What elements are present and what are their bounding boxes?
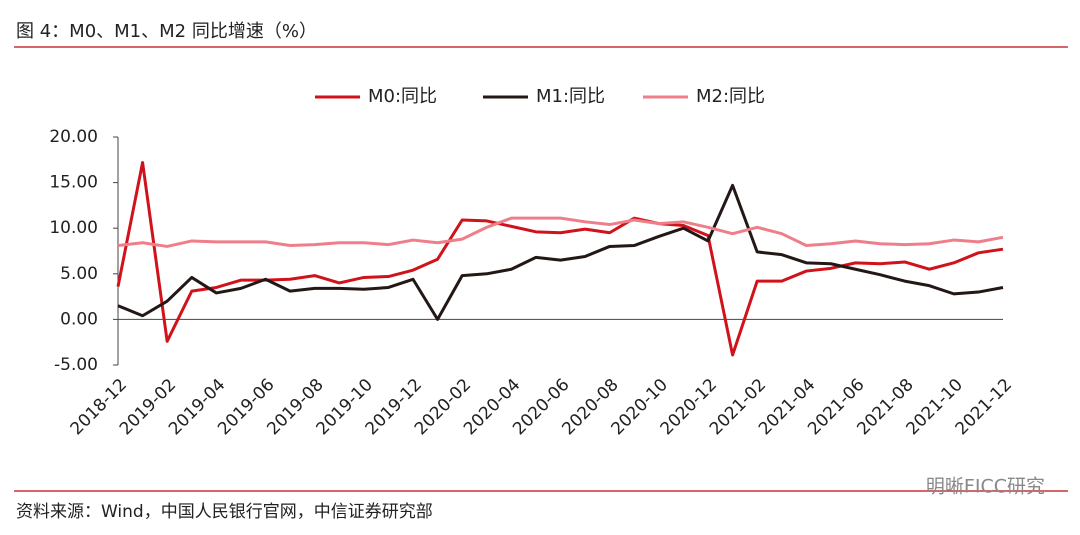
y-tick-label: 5.00 (60, 264, 98, 284)
series-line (117, 183, 1004, 321)
y-tick-label: -5.00 (54, 355, 98, 375)
y-tick-label: 20.00 (49, 127, 98, 147)
y-tick-label: 10.00 (49, 218, 98, 238)
legend-label: M0:同比 (368, 86, 437, 107)
y-tick-label: 0.00 (60, 309, 98, 329)
legend-label: M2:同比 (696, 86, 765, 107)
watermark: 明晰FICC研究 (926, 476, 1045, 498)
legend-label: M1:同比 (536, 86, 605, 107)
chart-title: 图 4：M0、M1、M2 同比增速（%） (16, 21, 317, 42)
y-tick-label: 15.00 (49, 173, 98, 193)
series-line (117, 216, 1004, 248)
source-note: 资料来源：Wind，中国人民银行官网，中信证券研究部 (16, 502, 433, 522)
